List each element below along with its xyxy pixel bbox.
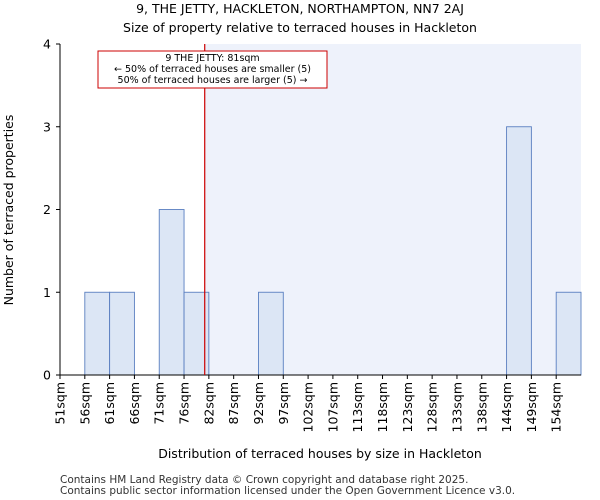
x-tick-label: 51sqm [53, 382, 68, 425]
x-tick-label: 76sqm [177, 382, 192, 425]
y-tick-label: 4 [43, 37, 51, 52]
x-tick-label: 118sqm [375, 382, 390, 432]
x-tick-label: 102sqm [301, 382, 316, 432]
annotation-text: ← 50% of terraced houses are smaller (5) [114, 64, 311, 75]
bar [258, 291, 284, 376]
x-tick-label: 66sqm [127, 382, 142, 425]
chart-title: 9, THE JETTY, HACKLETON, NORTHAMPTON, NN… [136, 1, 464, 16]
x-tick-label: 82sqm [201, 382, 216, 425]
plot-area: 0 1 2 3 4 51sqm 56sqm 61sqm 66sqm 71sqm 76sqm 82sqm… [43, 37, 582, 432]
x-tick-label: 133sqm [449, 382, 464, 432]
chart-subtitle: Size of property relative to terraced ho… [123, 20, 477, 35]
annotation-box [97, 50, 328, 89]
bar [158, 209, 185, 376]
y-tick-label: 2 [43, 202, 51, 217]
bar [84, 291, 111, 376]
bar [109, 291, 135, 376]
x-axis-label: Distribution of terraced houses by size … [158, 446, 482, 461]
annotation-text: 50% of terraced houses are larger (5) → [118, 75, 308, 86]
x-tick-label: 149sqm [524, 382, 539, 432]
x-tick-label: 138sqm [474, 382, 489, 432]
annotation-text: 9 THE JETTY: 81sqm [165, 53, 259, 64]
y-tick-label: 0 [43, 368, 51, 383]
x-tick-label: 107sqm [325, 382, 340, 432]
footer-licence: Contains public sector information licen… [60, 485, 516, 497]
y-tick-label: 3 [43, 119, 51, 134]
chart: 9, THE JETTY, HACKLETON, NORTHAMPTON, NN… [1, 1, 582, 461]
x-tick-label: 154sqm [549, 382, 564, 432]
x-tick-label: 61sqm [102, 382, 117, 425]
x-tick-label: 123sqm [400, 382, 415, 432]
x-tick-label: 128sqm [425, 382, 440, 432]
bar [506, 126, 532, 376]
footer-copyright: Contains HM Land Registry data © Crown c… [60, 474, 469, 486]
x-tick-label: 92sqm [251, 382, 266, 425]
x-tick-label: 56sqm [77, 382, 92, 425]
y-axis-label: Number of terraced properties [1, 115, 16, 306]
x-tick-label: 87sqm [226, 382, 241, 425]
x-tick-label: 97sqm [276, 382, 291, 425]
x-tick-label: 71sqm [152, 382, 167, 425]
bar [555, 291, 582, 376]
y-tick-label: 1 [43, 285, 51, 300]
x-tick-label: 113sqm [350, 382, 365, 432]
x-tick-label: 144sqm [499, 382, 514, 432]
